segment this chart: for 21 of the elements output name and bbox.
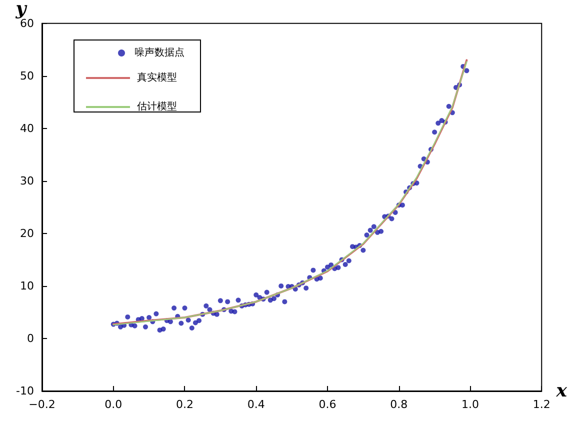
legend-label: 真实模型 [137,72,177,84]
y-tick-label: 30 [20,174,34,188]
y-tick-label: 40 [20,122,34,135]
y-tick-label: 10 [20,279,34,292]
x-tick-label: 0.8 [390,398,408,411]
x-tick-label: 0.4 [247,398,265,411]
y-tick-label: 60 [20,16,34,30]
x-tick-label: 1.2 [532,398,550,411]
x-tick-label: 0.2 [176,398,194,411]
y-tick-label: 50 [20,69,34,82]
x-tick-label: −0.2 [28,398,56,411]
y-tick-label: -10 [16,384,34,398]
y-tick-label: 20 [20,226,34,240]
y-tick-label: 0 [27,332,34,345]
x-axis-title: x [555,380,568,402]
x-tick-label: 0.6 [318,398,336,411]
y-axis-title: y [14,0,28,20]
legend-label: 估计模型 [137,100,177,112]
legend-label: 噪声数据点 [134,46,184,58]
x-tick-label: 1.0 [461,398,479,411]
x-tick-label: 0.0 [104,398,122,411]
